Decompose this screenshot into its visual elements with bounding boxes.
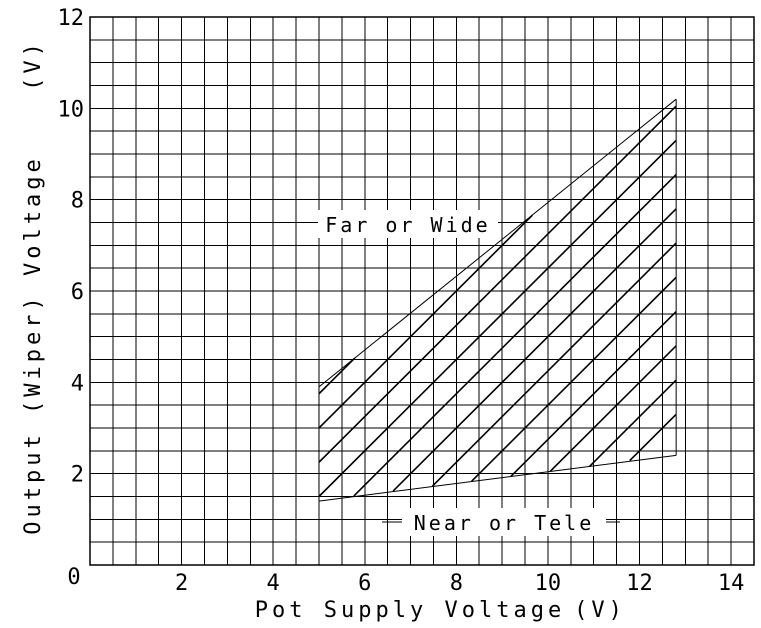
hatch-line [510,310,677,477]
origin-label: 0 [67,565,80,590]
hatch-line [318,214,533,429]
x-axis-title: Pot Supply Voltage [255,598,565,623]
annotation-far-or-wide-label: Far or Wide [325,213,490,237]
plot-frame [89,16,755,566]
hatch-line [549,345,677,472]
hatch-line [318,357,356,395]
x-tick-label: 8 [450,571,463,596]
series-lines [318,98,677,502]
hatch-line [318,105,677,463]
hatch-line [629,413,677,462]
hatch-line [431,242,677,487]
x-tick-label: 6 [358,571,371,596]
x-tick-label: 4 [267,571,280,596]
x-tick-label: 2 [175,571,188,596]
x-axis-unit: (V) [574,598,626,623]
grid [90,17,754,565]
series-line-near-or-tele [318,454,677,502]
y-tick-label: 12 [58,6,85,31]
y-axis-unit: (V) [21,39,46,91]
series-line-far-or-wide [318,98,677,388]
y-tick-labels: 2 4 6 8 10 12 [58,6,85,488]
annotation-near-or-tele-label: Near or Tele [414,511,595,535]
y-tick-label: 2 [71,463,84,488]
y-tick-label: 8 [71,189,84,214]
y-tick-label: 10 [58,97,85,122]
y-tick-label: 6 [71,280,84,305]
x-tick-label: 10 [535,571,562,596]
hatch-line [392,208,677,492]
x-tick-label: 14 [718,571,745,596]
y-axis-title: Output (Wiper) Voltage [21,155,46,534]
hatch-region [318,105,677,498]
x-tick-labels: 2 4 6 8 10 12 14 [175,571,744,596]
hatch-line [588,379,677,467]
annotation-far-or-wide: Far or Wide [318,210,498,238]
x-tick-label: 12 [626,571,653,596]
annotation-near-or-tele: Near or Tele [382,508,620,536]
y-tick-label: 4 [71,371,84,396]
hatch-line [353,173,677,497]
hatch-line [471,276,677,482]
hatch-line [318,139,677,498]
